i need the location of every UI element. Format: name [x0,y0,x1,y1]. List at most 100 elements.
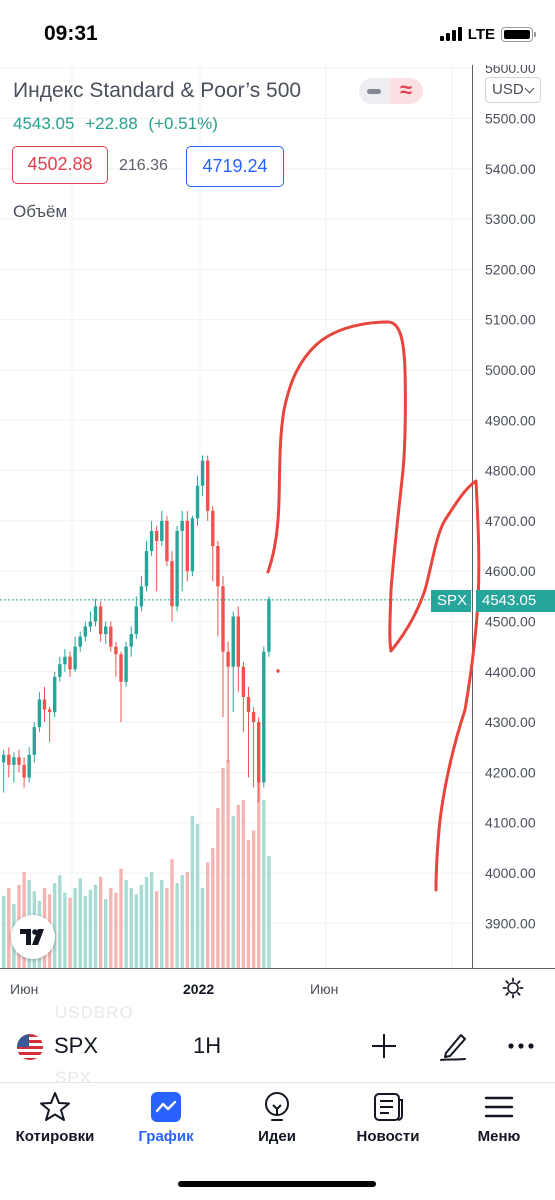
star-icon [38,1090,72,1124]
price-axis-label: 5000.00 [485,362,536,378]
price-chart[interactable]: 5600.00 5500.00 5400.00 5300.00 5200.00 5100.… [0,65,555,969]
volume-bar [257,764,261,968]
candle-body [231,616,235,667]
price-axis-label: 5600.00 [485,65,536,76]
currency-value: USD [492,81,524,98]
nav-item-label: Котировки [15,1128,95,1145]
volume-bar [241,800,246,968]
drawing-tools-icon[interactable] [437,1030,469,1062]
volume-bar [58,875,62,968]
price-axis-label: 4800.00 [485,463,536,479]
candle-body [200,460,205,486]
annotation-dot [276,669,280,673]
volume-bar [93,884,98,968]
candle-body [12,757,16,765]
nav-item-ideas[interactable]: Идеи [227,1090,327,1145]
volume-bar [267,856,271,968]
nav-item-menu[interactable]: Меню [449,1090,549,1145]
candle-body [246,696,251,713]
candle-body [88,621,93,627]
volume-bar [83,896,87,968]
news-icon [371,1090,405,1124]
candle-body [58,664,62,677]
candle-body [73,646,77,670]
collapse-legend-button[interactable] [359,78,389,104]
price-axis-label: 5100.00 [485,312,536,328]
candle-body [78,636,82,647]
currency-select[interactable]: USD [485,77,541,103]
price-axis-label: 4700.00 [485,513,536,529]
volume-bar [7,888,11,968]
volume-bar [175,883,179,968]
price-axis-label: 4300.00 [485,714,536,730]
price-axis-label: 5200.00 [485,261,536,277]
volume-indicator-label[interactable]: Объём [13,202,68,221]
candle-body [155,530,159,542]
bottom-navigation [0,1082,555,1200]
candle-body [267,598,271,652]
gear-icon[interactable] [502,977,524,999]
nav-item-label: Новости [356,1128,420,1145]
price-change-percent: (+0.51%) [148,114,218,133]
nav-item-label: Меню [477,1128,521,1145]
volume-bar [246,840,251,968]
candle-body [165,520,169,562]
volume-bar [88,889,93,968]
price-axis-label: 3900.00 [485,915,536,931]
nav-item-chart[interactable]: График [116,1090,216,1145]
price-axis-label: 4100.00 [485,815,536,831]
volume-bar [109,888,113,968]
volume-bar [68,897,72,968]
us-flag-icon [17,1034,43,1060]
candle-body [211,510,215,547]
candle-body [47,709,52,713]
tradingview-logo[interactable] [11,915,55,959]
nav-item-label: Идеи [258,1128,296,1145]
volume-bar [206,862,210,968]
nav-item-news[interactable]: Новости [338,1090,438,1145]
low-value-badge: 4502.88 [12,146,108,184]
range-value: 216.36 [119,157,168,174]
volume-bar [119,868,123,968]
price-axis-labels: 5600.00 5500.00 5400.00 5300.00 5200.00 5100.… [485,65,536,931]
symbol-selector[interactable]: SPX [54,1033,99,1058]
high-value-badge: 4719.24 [186,146,284,187]
candle-body [262,651,266,783]
symbol-title: Индекс Standard & Poor’s 500 [13,79,302,102]
volume-bar [221,768,225,968]
volume-bar [73,888,77,968]
candle-body [53,676,57,713]
interval-selector[interactable]: 1H [193,1033,222,1058]
price-axis-label: 5400.00 [485,161,536,177]
add-icon[interactable] [370,1032,398,1060]
current-price-tag: 4543.05 [476,590,555,612]
volume-bar [251,830,256,968]
candle-body [27,754,31,778]
time-axis[interactable]: Июн 2022 Июн [0,969,555,1009]
candle-body [206,460,210,511]
price-axis-label: 5500.00 [485,111,536,127]
candle-body [7,754,11,765]
candle-body [63,656,67,665]
candle-body [144,551,149,587]
candle-body [134,606,138,635]
more-icon[interactable] [506,1040,536,1052]
volume-bar [236,804,240,968]
candle-body [160,520,164,542]
candle-body [119,654,123,682]
status-time: 09:31 [44,22,98,45]
candle-body [216,546,220,587]
annotation-path [266,320,481,892]
volume-bar [98,876,103,968]
nav-item-quotes[interactable]: Котировки [5,1090,105,1145]
candle-body [185,520,189,572]
volume-bar [144,876,149,968]
volume-bar [53,883,57,968]
candle-body [98,606,103,635]
candle-body [83,626,87,637]
chart-grid [0,65,472,968]
candle-body [22,764,26,778]
watermark: USDBRO [55,1003,134,1022]
wave-icon[interactable]: ≈ [389,78,423,104]
volume-bar [211,848,215,968]
